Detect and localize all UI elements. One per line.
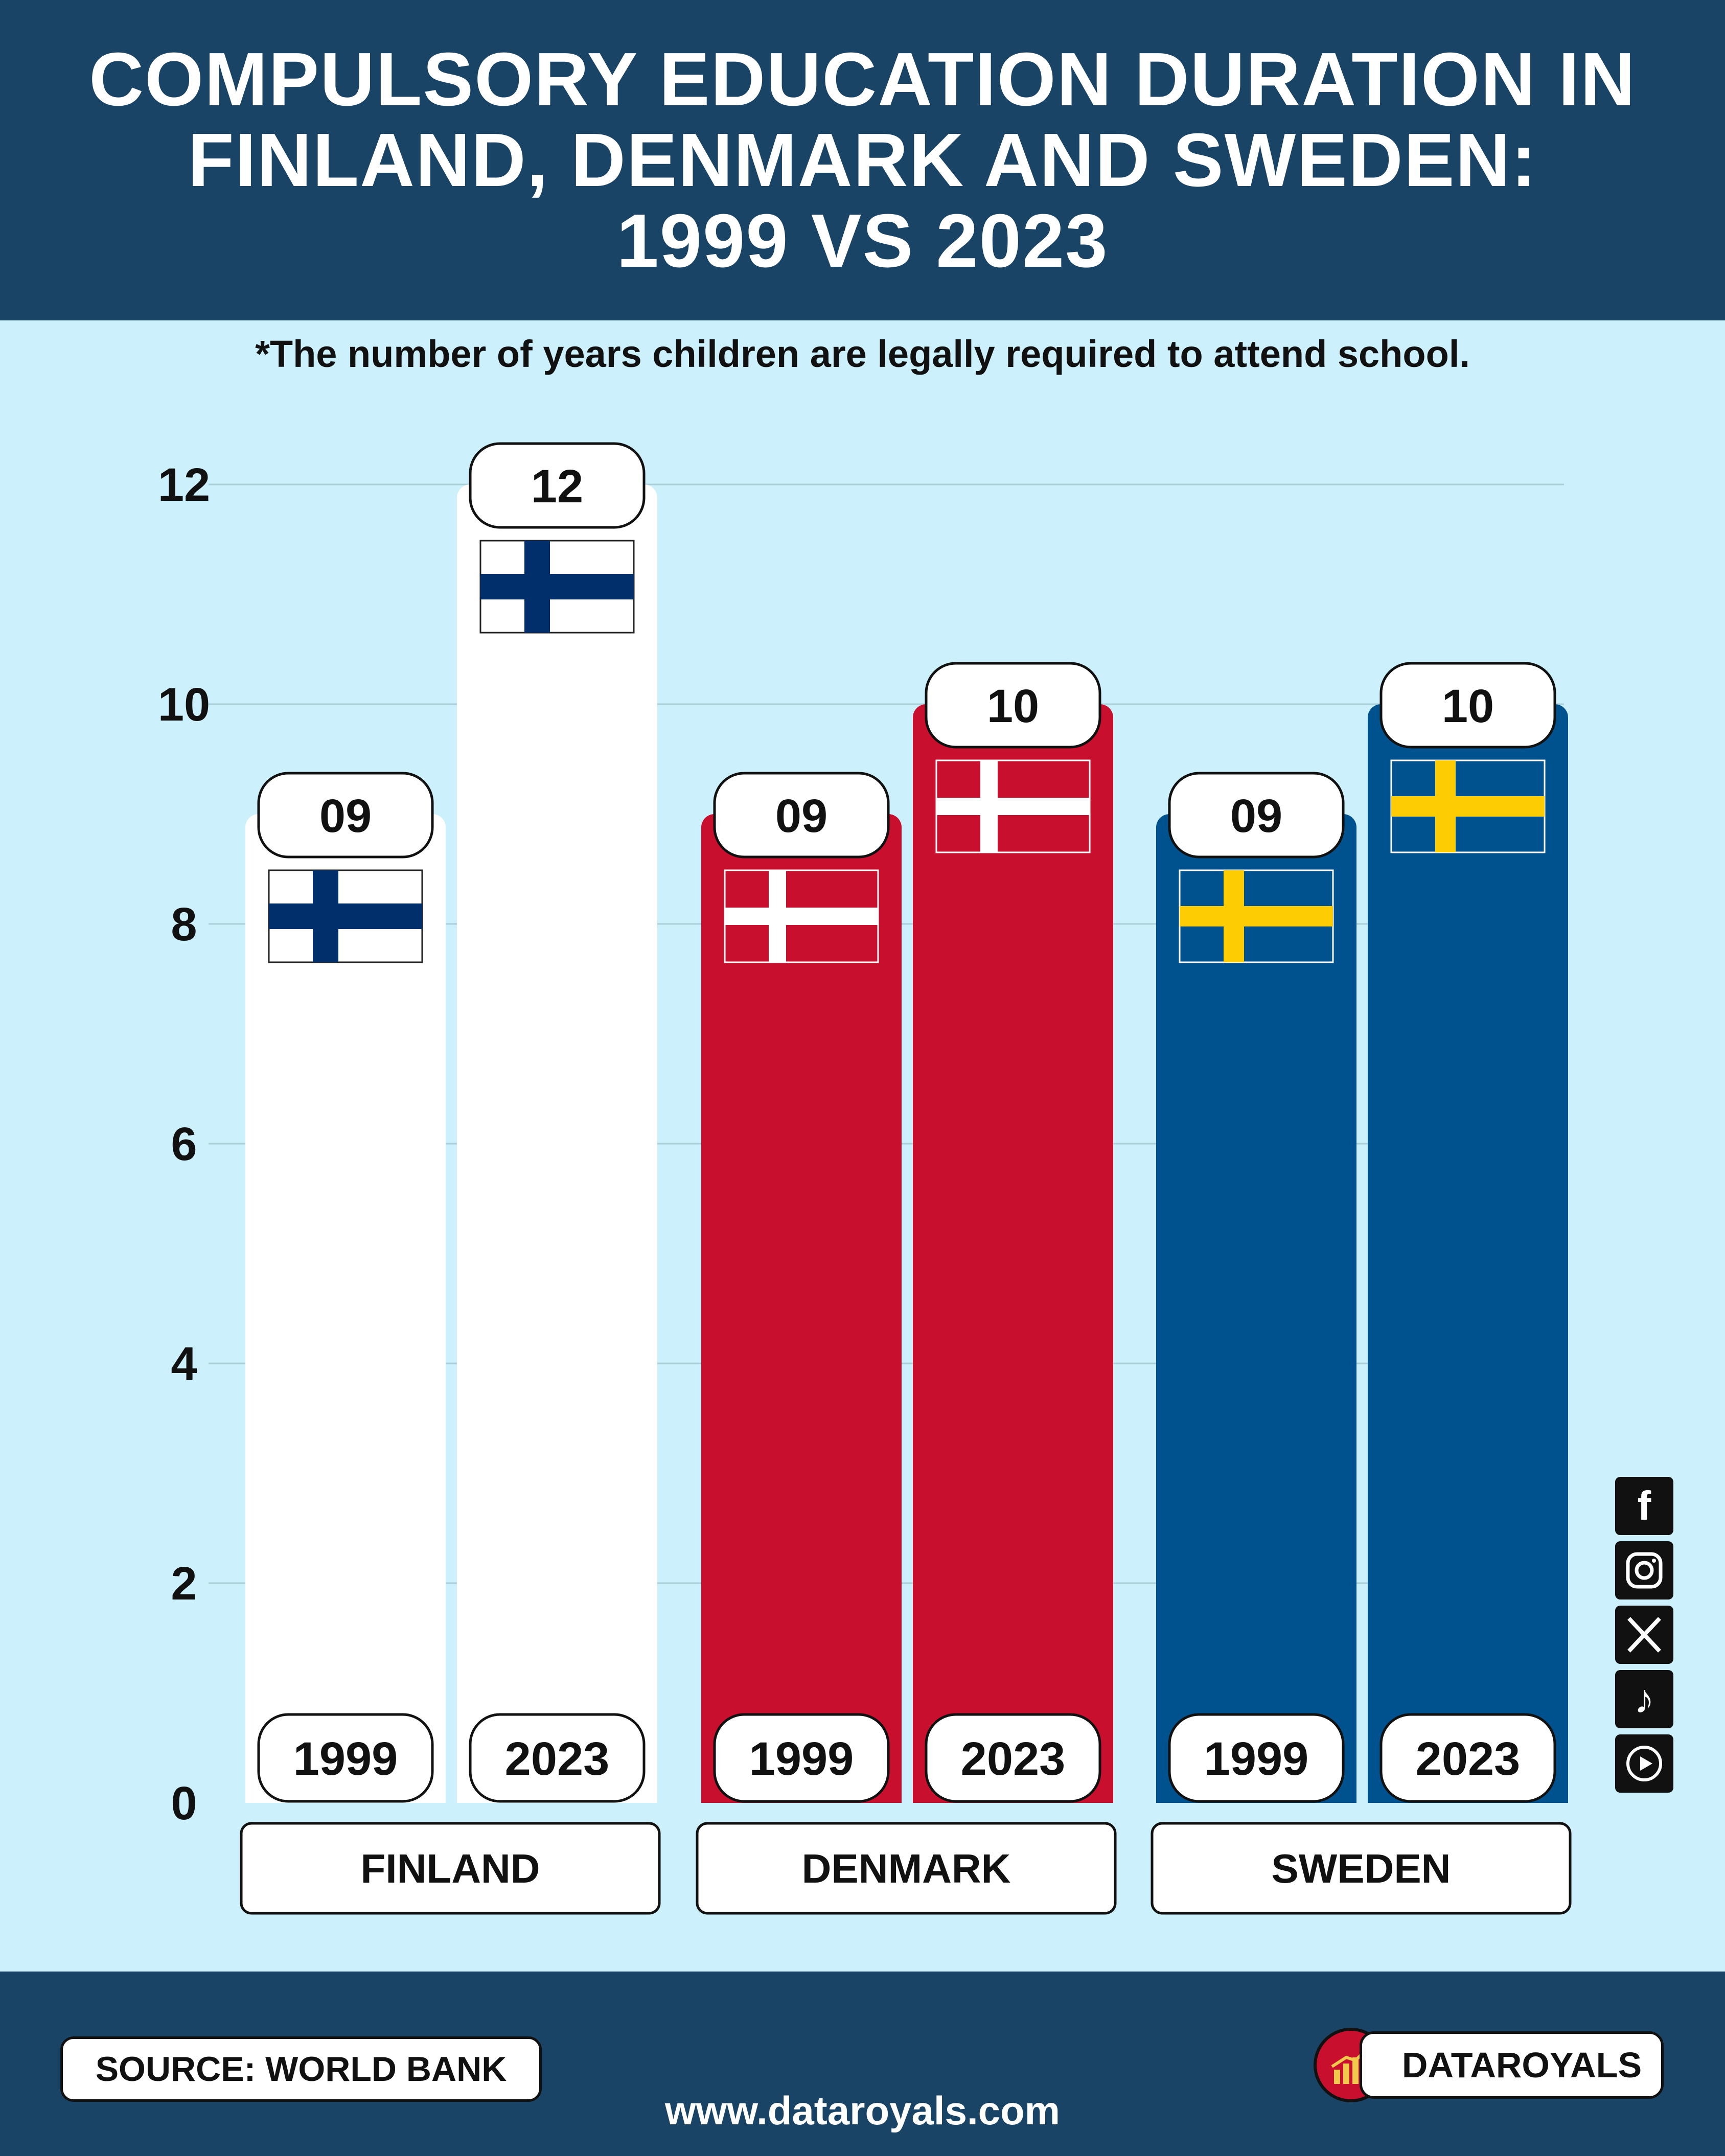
- value-label-box: [1168, 772, 1345, 859]
- value-label: 09: [319, 790, 372, 842]
- bar-chart: 0 2 4 6 8 10 12 09 1999 12 2023 FINLAND 09 1999 10 2023…: [158, 442, 1572, 1915]
- year-label: 2023: [1416, 1733, 1521, 1785]
- year-label: 2023: [961, 1733, 1066, 1785]
- year-label-box: [469, 1713, 646, 1803]
- value-label: 10: [987, 680, 1039, 732]
- x-icon[interactable]: [1615, 1606, 1673, 1664]
- country-label-box: [696, 1822, 1117, 1915]
- sweden-flag-icon: [1390, 759, 1546, 853]
- value-label: 12: [531, 460, 583, 513]
- bar-denmark-2023: [913, 704, 1113, 1803]
- y-tick-label: 10: [158, 679, 210, 731]
- instagram-icon[interactable]: [1615, 1541, 1673, 1599]
- year-label-box: [1379, 1713, 1556, 1803]
- finland-flag-icon: [268, 869, 423, 963]
- year-label: 1999: [749, 1733, 854, 1785]
- header: COMPULSORY EDUCATION DURATION IN FINLAND…: [0, 0, 1725, 320]
- value-label-box: [469, 442, 646, 529]
- source-label: SOURCE: WORLD BANK: [60, 2036, 542, 2102]
- country-label: DENMARK: [802, 1846, 1011, 1891]
- y-tick-label: 8: [171, 898, 197, 951]
- y-tick-label: 4: [171, 1338, 197, 1390]
- facebook-icon[interactable]: f: [1615, 1477, 1673, 1535]
- value-label: 09: [1230, 790, 1282, 842]
- tiktok-icon[interactable]: ♪: [1615, 1670, 1673, 1728]
- y-tick-label: 0: [171, 1777, 197, 1829]
- value-label: 10: [1442, 680, 1494, 732]
- country-label: SWEDEN: [1271, 1846, 1451, 1891]
- year-label: 1999: [1204, 1733, 1309, 1785]
- bar-sweden-1999: [1156, 814, 1356, 1803]
- value-label-box: [713, 772, 890, 859]
- website-link[interactable]: www.dataroyals.com: [664, 2088, 1061, 2133]
- brand-name: DATAROYALS: [1360, 2031, 1664, 2099]
- year-label: 2023: [505, 1733, 610, 1785]
- value-label-box: [257, 772, 434, 859]
- youtube-icon[interactable]: [1615, 1734, 1673, 1793]
- country-label: FINLAND: [360, 1846, 540, 1891]
- year-label-box: [1168, 1713, 1345, 1803]
- sweden-flag-icon: [1179, 869, 1334, 963]
- country-label-box: [1151, 1822, 1572, 1915]
- bar-denmark-1999: [701, 814, 902, 1803]
- denmark-flag-icon: [935, 759, 1091, 853]
- year-label: 1999: [293, 1733, 398, 1785]
- chart-subtitle: *The number of years children are legall…: [255, 333, 1470, 375]
- title-line-2: FINLAND, DENMARK AND SWEDEN:: [188, 118, 1537, 202]
- value-label-box: [925, 662, 1101, 749]
- title-line-1: COMPULSORY EDUCATION DURATION IN: [89, 37, 1636, 122]
- bar-finland-2023: [457, 484, 657, 1803]
- year-label-box: [925, 1713, 1101, 1803]
- year-label-box: [713, 1713, 890, 1803]
- year-label-box: [257, 1713, 434, 1803]
- title-line-3: 1999 VS 2023: [616, 198, 1109, 283]
- value-label: 09: [775, 790, 827, 842]
- country-label-box: [240, 1822, 661, 1915]
- bar-sweden-2023: [1368, 704, 1568, 1803]
- y-tick-label: 12: [158, 459, 210, 511]
- y-tick-label: 6: [171, 1118, 197, 1170]
- denmark-flag-icon: [724, 869, 879, 963]
- bar-finland-1999: [245, 814, 446, 1803]
- value-label-box: [1379, 662, 1556, 749]
- y-tick-label: 2: [171, 1558, 197, 1610]
- finland-flag-icon: [479, 540, 635, 634]
